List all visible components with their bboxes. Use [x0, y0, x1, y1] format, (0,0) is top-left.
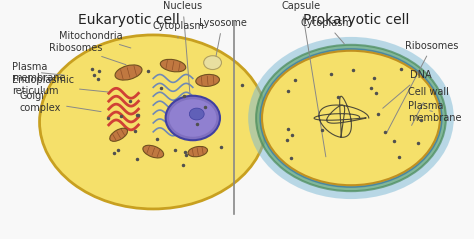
Text: Cytoplasm: Cytoplasm [301, 18, 352, 44]
Text: Golgi
complex: Golgi complex [20, 91, 101, 113]
Ellipse shape [143, 145, 164, 158]
Ellipse shape [39, 35, 267, 209]
Ellipse shape [204, 56, 221, 70]
Ellipse shape [115, 65, 142, 80]
Text: Prokaryotic cell: Prokaryotic cell [303, 13, 409, 27]
Text: Nucleus: Nucleus [164, 1, 202, 127]
Ellipse shape [262, 51, 440, 185]
Text: Eukaryotic cell: Eukaryotic cell [78, 13, 180, 27]
Ellipse shape [196, 74, 219, 87]
Text: Ribosomes: Ribosomes [49, 43, 126, 65]
Text: Cytoplasm: Cytoplasm [152, 21, 204, 38]
Ellipse shape [165, 96, 220, 140]
Ellipse shape [169, 99, 217, 137]
Text: DNA: DNA [383, 71, 432, 108]
Text: Lysosome: Lysosome [199, 18, 246, 56]
Ellipse shape [248, 37, 454, 199]
Text: Cell wall: Cell wall [408, 87, 449, 125]
Text: Mitochondria: Mitochondria [59, 31, 131, 48]
Text: Endoplasmic
reticulum: Endoplasmic reticulum [12, 75, 108, 96]
Ellipse shape [189, 108, 204, 120]
Ellipse shape [110, 128, 128, 141]
Ellipse shape [256, 45, 446, 191]
Text: Capsule: Capsule [282, 1, 326, 157]
Ellipse shape [188, 147, 208, 157]
Ellipse shape [260, 49, 442, 187]
Text: Plasma
membrane: Plasma membrane [408, 101, 462, 123]
Text: Ribosomes: Ribosomes [387, 41, 459, 132]
Ellipse shape [160, 59, 186, 72]
Text: Plasma
membrane: Plasma membrane [12, 62, 65, 83]
